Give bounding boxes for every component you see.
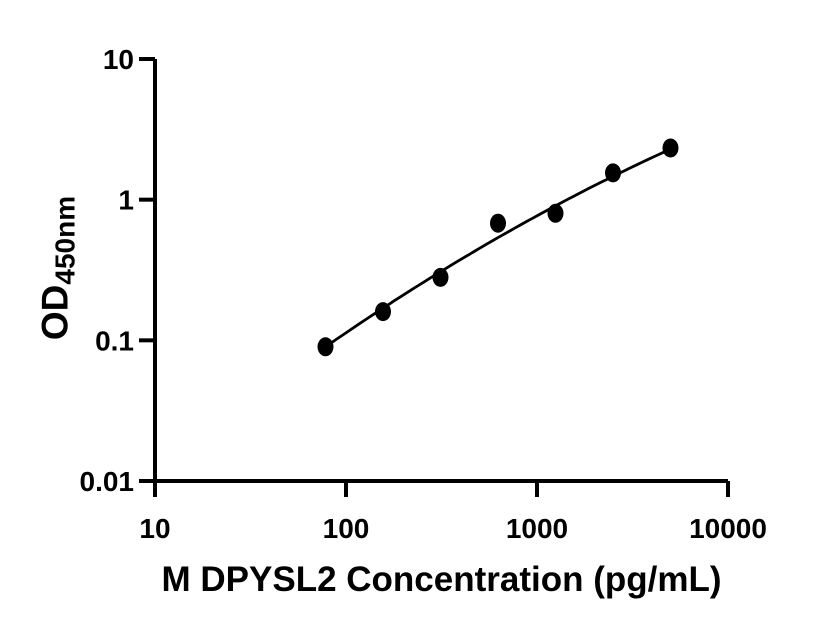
data-point xyxy=(605,163,621,183)
x-axis-tick-label: 1000 xyxy=(506,513,568,544)
y-axis-tick-label: 1 xyxy=(118,185,134,216)
y-axis-title-sub: 450nm xyxy=(49,195,81,285)
data-point xyxy=(490,213,506,233)
data-point xyxy=(375,302,391,322)
y-axis-tick-label: 10 xyxy=(103,44,134,75)
y-axis-title: OD450nm xyxy=(35,196,82,340)
data-point xyxy=(547,203,564,223)
y-axis-title-main: OD xyxy=(34,284,76,341)
x-axis-tick-label: 10000 xyxy=(689,513,767,544)
x-axis-title: M DPYSL2 Concentration (pg/mL) xyxy=(161,560,722,599)
x-axis-tick-label: 10 xyxy=(139,513,170,544)
data-point xyxy=(432,267,449,287)
data-point xyxy=(662,138,679,158)
y-axis-tick-label: 0.1 xyxy=(95,325,134,356)
y-axis-tick-label: 0.01 xyxy=(80,466,135,497)
data-point xyxy=(317,337,334,357)
x-axis-tick-label: 100 xyxy=(323,513,370,544)
